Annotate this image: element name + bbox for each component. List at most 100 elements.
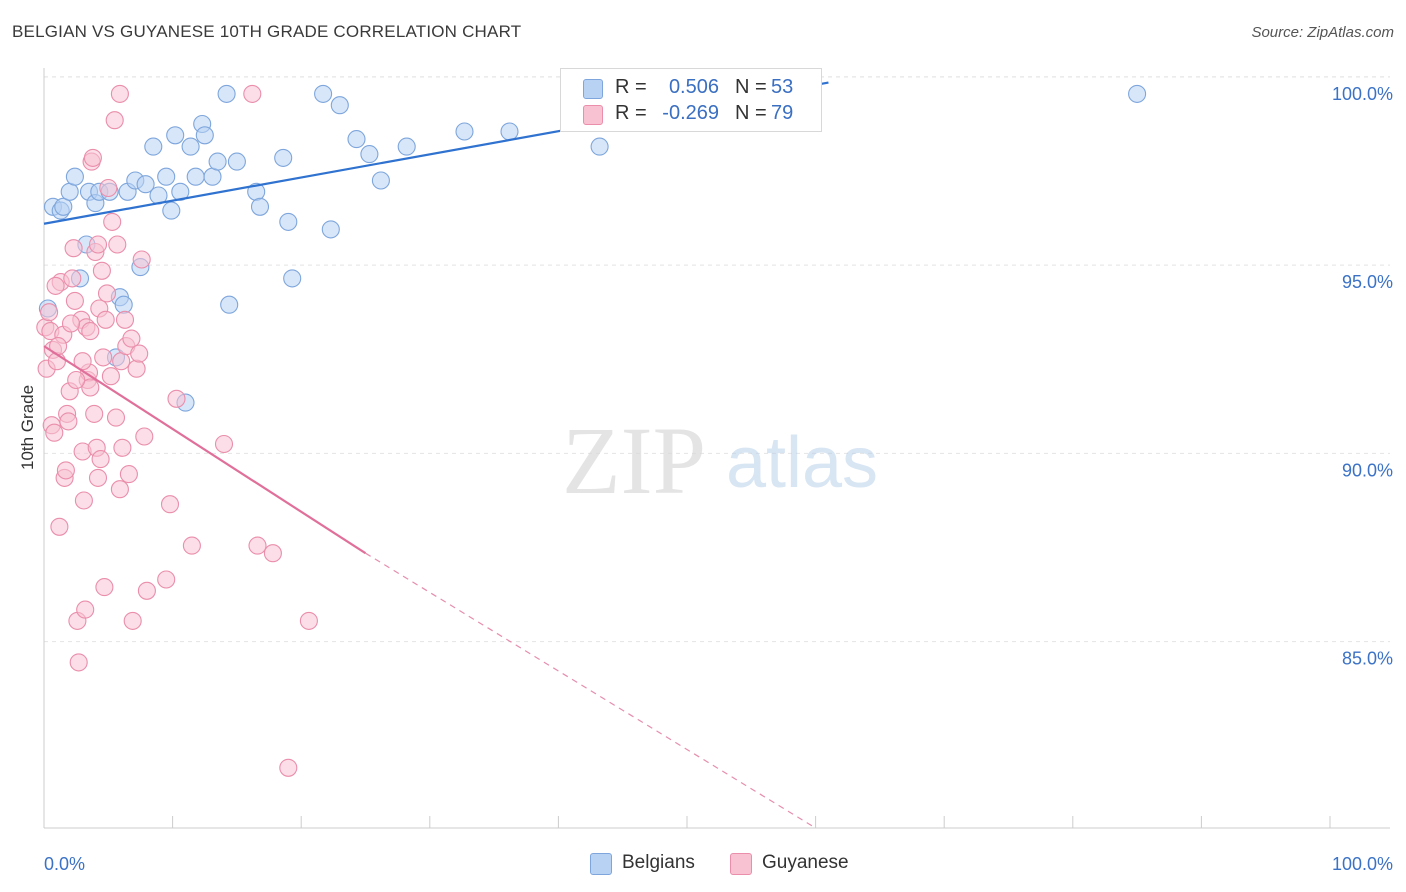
y-axis-label: 10th Grade xyxy=(18,384,37,470)
point-belgians xyxy=(397,137,416,156)
point-guyanese xyxy=(59,412,78,431)
point-guyanese xyxy=(119,465,138,484)
point-guyanese xyxy=(94,348,113,367)
point-belgians xyxy=(203,167,222,186)
legend-swatch-belgians xyxy=(583,79,603,99)
x-tick-label: 0.0% xyxy=(44,854,85,874)
point-guyanese xyxy=(65,291,84,310)
y-tick-label: 85.0% xyxy=(1342,649,1393,669)
point-guyanese xyxy=(101,367,120,386)
legend-label-belgians: Belgians xyxy=(622,852,695,873)
point-guyanese xyxy=(67,370,86,390)
point-belgians xyxy=(279,212,298,231)
legend-r-label: R = xyxy=(615,76,647,98)
point-guyanese xyxy=(63,269,82,288)
legend-swatch-guyanese xyxy=(583,105,603,125)
point-guyanese xyxy=(105,111,124,130)
point-guyanese xyxy=(85,404,104,423)
point-guyanese xyxy=(76,600,95,619)
point-belgians xyxy=(330,96,349,115)
point-guyanese xyxy=(132,250,151,269)
point-guyanese xyxy=(135,427,154,446)
x-tick-label: 100.0% xyxy=(1332,854,1393,874)
point-belgians xyxy=(250,197,270,216)
series-guyanese-points xyxy=(36,84,318,777)
point-guyanese xyxy=(243,84,262,103)
point-belgians xyxy=(500,122,519,141)
point-belgians xyxy=(371,171,390,190)
point-guyanese xyxy=(299,611,318,630)
legend-row-belgians: R = 0.506 N = 53 xyxy=(561,75,821,101)
point-belgians xyxy=(136,175,155,194)
legend-r-value: 0.506 xyxy=(668,76,719,98)
point-guyanese xyxy=(45,423,64,442)
point-guyanese xyxy=(113,438,132,457)
point-belgians xyxy=(186,167,205,186)
point-guyanese xyxy=(167,389,186,408)
point-guyanese xyxy=(263,544,282,563)
point-belgians xyxy=(590,137,609,156)
stats-legend: R = 0.506 N = 53 R = -0.269 N = 79 xyxy=(560,68,822,132)
point-belgians xyxy=(65,167,84,186)
watermark: ZIP atlas xyxy=(562,407,878,514)
legend-label-guyanese: Guyanese xyxy=(762,852,849,873)
point-belgians xyxy=(227,152,246,171)
watermark-atlas: atlas xyxy=(726,423,878,503)
point-belgians xyxy=(54,197,73,216)
point-guyanese xyxy=(88,235,108,254)
point-guyanese xyxy=(122,329,141,348)
point-belgians xyxy=(195,126,214,145)
point-guyanese xyxy=(157,570,176,589)
point-belgians xyxy=(314,84,333,103)
point-belgians xyxy=(347,130,366,149)
trend-line-guyanese xyxy=(43,345,367,555)
point-belgians xyxy=(208,152,227,171)
legend-n-value: 79 xyxy=(771,102,794,124)
point-belgians xyxy=(144,137,163,156)
legend-n-value: 53 xyxy=(771,76,794,98)
point-belgians xyxy=(60,182,79,201)
point-guyanese xyxy=(64,239,83,258)
legend-swatch-guyanese xyxy=(730,853,752,875)
point-guyanese xyxy=(110,84,129,103)
point-guyanese xyxy=(214,434,234,454)
point-guyanese xyxy=(91,450,110,469)
point-belgians xyxy=(162,201,181,220)
point-guyanese xyxy=(96,310,115,329)
point-guyanese xyxy=(46,276,65,295)
point-guyanese xyxy=(115,310,135,329)
point-belgians xyxy=(283,269,302,288)
point-guyanese xyxy=(88,468,108,487)
point-guyanese xyxy=(248,536,267,555)
point-belgians xyxy=(274,148,293,167)
point-belgians xyxy=(1128,84,1147,103)
point-guyanese xyxy=(130,344,149,363)
point-guyanese xyxy=(99,178,118,198)
point-guyanese xyxy=(182,536,201,555)
point-belgians xyxy=(157,167,176,186)
point-guyanese xyxy=(95,578,114,597)
point-guyanese xyxy=(137,581,156,600)
point-guyanese xyxy=(108,235,127,254)
legend-row-guyanese: R = -0.269 N = 79 xyxy=(561,101,821,127)
point-guyanese xyxy=(112,352,131,371)
point-guyanese xyxy=(123,611,142,630)
point-belgians xyxy=(455,122,474,141)
point-guyanese xyxy=(127,359,146,378)
point-guyanese xyxy=(106,408,126,427)
point-belgians xyxy=(217,84,236,103)
point-belgians xyxy=(166,126,185,145)
point-guyanese xyxy=(92,261,111,280)
watermark-zip: ZIP xyxy=(562,407,706,514)
point-guyanese xyxy=(83,148,102,167)
source-credit: Source: ZipAtlas.com xyxy=(1251,24,1394,41)
chart-title: BELGIAN VS GUYANESE 10TH GRADE CORRELATI… xyxy=(12,22,522,41)
point-guyanese xyxy=(56,461,75,480)
point-guyanese xyxy=(81,322,100,341)
point-guyanese xyxy=(50,517,69,536)
point-belgians xyxy=(220,295,239,314)
point-belgians xyxy=(114,295,133,314)
point-belgians xyxy=(360,145,379,164)
point-belgians xyxy=(321,220,340,239)
